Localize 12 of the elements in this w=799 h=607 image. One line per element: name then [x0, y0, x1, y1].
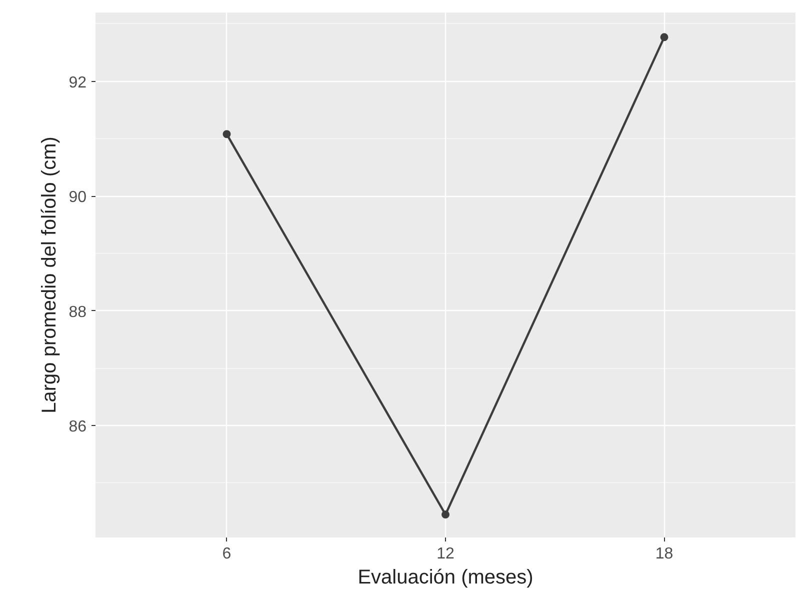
point: [660, 33, 668, 42]
x-tick-label: 6: [222, 546, 232, 562]
y-tick-label: 92: [68, 74, 87, 92]
x-tick-label: 18: [655, 546, 674, 562]
y-axis-title: Largo promedio del folíolo (cm): [38, 136, 61, 414]
y-tick-label: 88: [68, 304, 87, 321]
x-tick-label: 12: [436, 546, 454, 562]
y-tick-label: 86: [68, 418, 87, 436]
point: [442, 510, 450, 519]
y-tick-label: 90: [68, 189, 87, 206]
point: [222, 130, 231, 138]
x-axis-title: Evaluación (meses): [358, 566, 534, 588]
